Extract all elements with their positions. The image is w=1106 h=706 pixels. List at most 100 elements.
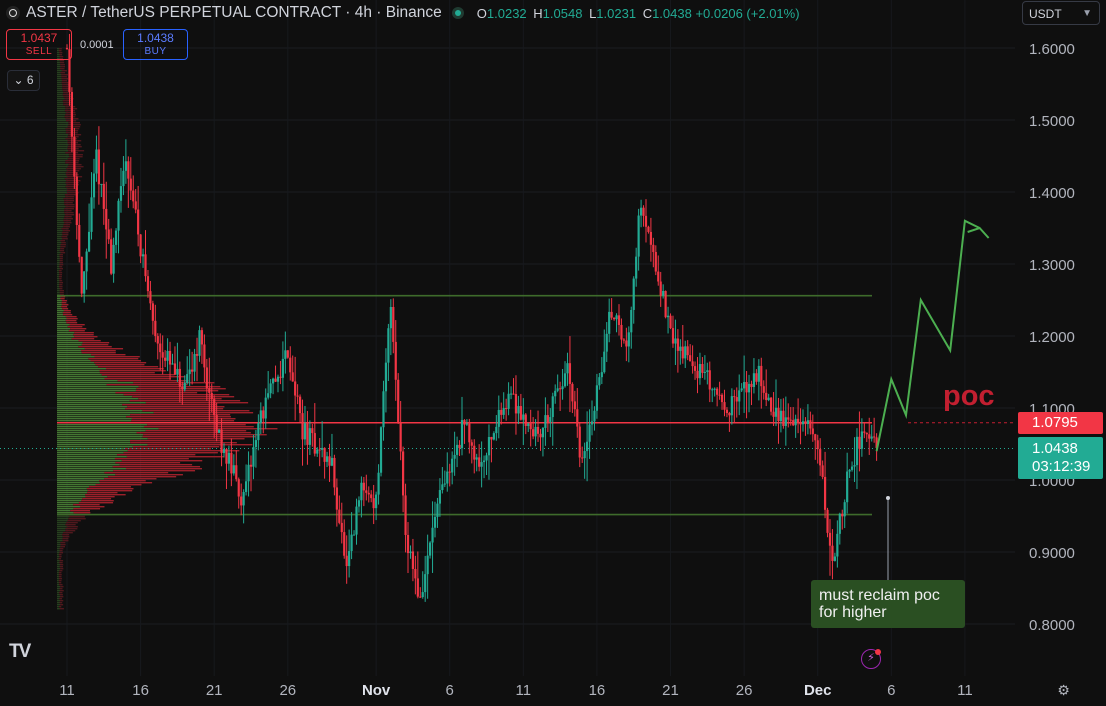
buy-button[interactable]: 1.0438 BUY	[123, 29, 188, 60]
vp-sell-bar	[70, 328, 87, 330]
candle-body	[765, 392, 768, 401]
candle-body	[789, 419, 792, 421]
vp-sell-bar	[60, 72, 66, 74]
vp-sell-bar	[62, 230, 71, 232]
vp-sell-bar	[65, 524, 76, 526]
candle-body	[598, 377, 601, 386]
candle-body	[654, 252, 657, 272]
vp-buy-bar	[57, 96, 64, 98]
vp-sell-bar	[63, 310, 71, 312]
candle-body	[473, 445, 476, 460]
indicators-toggle[interactable]: ⌄ 6	[7, 70, 40, 91]
vp-sell-bar	[62, 308, 69, 310]
vp-sell-bar	[64, 200, 75, 202]
vp-buy-bar	[57, 530, 66, 532]
candlesticks[interactable]	[65, 33, 878, 602]
vp-buy-bar	[57, 252, 61, 254]
candle-body	[392, 306, 395, 342]
candle-body	[146, 276, 150, 292]
vp-sell-bar	[85, 494, 126, 496]
vp-sell-bar	[67, 136, 79, 138]
vp-buy-bar	[57, 166, 68, 168]
vp-buy-bar	[57, 522, 67, 524]
candle-body	[505, 408, 508, 410]
vp-sell-bar	[59, 278, 62, 280]
candle-body	[787, 417, 790, 420]
vp-buy-bar	[57, 84, 63, 86]
candle-body	[772, 411, 775, 417]
projection-path[interactable]	[875, 219, 990, 580]
vp-sell-bar	[59, 560, 64, 562]
candle-body	[512, 393, 515, 395]
candle-body	[706, 370, 709, 372]
candle-body	[676, 338, 679, 351]
vp-sell-bar	[81, 500, 114, 502]
vp-buy-bar	[57, 74, 62, 76]
candle-body	[90, 197, 93, 232]
gear-icon[interactable]: ⚙	[1057, 682, 1070, 698]
vp-sell-bar	[132, 446, 220, 448]
vp-buy-bar	[57, 502, 79, 504]
vp-sell-bar	[59, 60, 65, 62]
vp-sell-bar	[59, 562, 63, 564]
candle-body	[448, 471, 451, 473]
candle-body	[141, 254, 145, 257]
candle-body	[627, 332, 630, 347]
candle-body	[490, 437, 493, 440]
vp-buy-bar	[57, 370, 100, 372]
vp-buy-bar	[57, 258, 60, 260]
vp-buy-bar	[57, 352, 82, 354]
vp-buy-bar	[57, 598, 60, 600]
currency-select[interactable]: USDT ▼	[1022, 1, 1100, 25]
sell-button[interactable]: 1.0437 SELL	[6, 29, 72, 60]
vp-buy-bar	[57, 170, 67, 172]
vp-buy-bar	[57, 130, 66, 132]
candle-body	[796, 418, 800, 424]
vp-sell-bar	[59, 256, 63, 258]
candle-body	[318, 449, 321, 451]
lightning-icon[interactable]: ⚡	[861, 649, 881, 669]
tradingview-logo-icon[interactable]: TV	[9, 641, 31, 662]
vp-sell-bar	[65, 160, 80, 162]
vp-sell-bar	[104, 478, 157, 480]
vp-buy-bar	[57, 604, 61, 606]
candle-body	[546, 415, 549, 422]
vp-buy-bar	[57, 544, 61, 546]
vp-sell-bar	[65, 152, 79, 154]
vp-buy-bar	[57, 178, 65, 180]
note-callout[interactable]: must reclaim poc for higher	[811, 580, 965, 628]
vp-sell-bar	[95, 364, 145, 366]
vp-buy-bar	[57, 190, 67, 192]
candle-body	[296, 395, 299, 397]
vp-sell-bar	[94, 356, 140, 358]
x-tick-label: 16	[589, 682, 606, 699]
vp-buy-bar	[57, 364, 96, 366]
vp-sell-bar	[62, 86, 69, 88]
vp-buy-bar	[57, 498, 83, 500]
vp-sell-bar	[65, 182, 79, 184]
vp-buy-bar	[57, 398, 139, 400]
candle-body	[816, 440, 819, 450]
candle-body	[428, 542, 432, 556]
vp-sell-bar	[65, 316, 77, 318]
vp-buy-bar	[57, 594, 60, 596]
candle-body	[365, 490, 368, 493]
vp-buy-bar	[57, 542, 61, 544]
vp-sell-bar	[115, 474, 183, 476]
vp-sell-bar	[66, 322, 78, 324]
candle-body	[838, 513, 841, 534]
candle-body	[478, 457, 481, 467]
candle-body	[227, 452, 231, 464]
vp-sell-bar	[59, 268, 64, 270]
candle-body	[826, 509, 829, 533]
symbol-title[interactable]: ASTER / TetherUS PERPETUAL CONTRACT · 4h…	[26, 4, 442, 21]
vp-buy-bar	[57, 218, 64, 220]
candle-body	[846, 471, 849, 503]
candle-body	[438, 490, 442, 504]
vp-sell-bar	[61, 302, 67, 304]
poc-annotation[interactable]: poc	[943, 380, 995, 412]
y-tick-label: 1.3000	[1029, 257, 1075, 274]
vp-sell-bar	[63, 104, 72, 106]
candle-body	[693, 366, 697, 371]
